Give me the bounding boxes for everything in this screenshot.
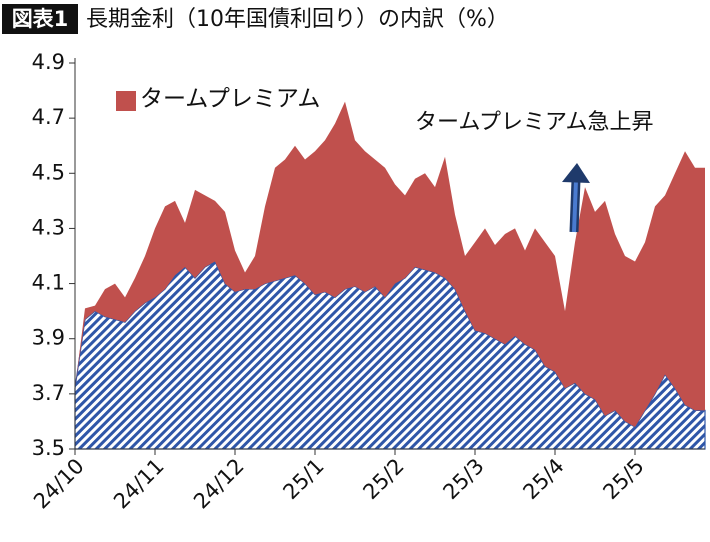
- area: [75, 101, 705, 427]
- y-tick-label: 4.5: [32, 160, 65, 184]
- legend-swatch: [116, 91, 136, 111]
- x-tick-label: 24/11: [109, 454, 169, 514]
- x-tick-label: 25/4: [518, 454, 568, 504]
- y-tick-label: 3.9: [32, 326, 65, 350]
- legend-label: タームプレミアム: [140, 86, 321, 112]
- y-tick-label: 4.3: [32, 215, 65, 239]
- x-tick-label: 25/5: [598, 454, 648, 504]
- annotation: タームプレミアム急上昇: [415, 110, 654, 135]
- x-tick-label: 24/12: [189, 454, 249, 514]
- x-tick-label: 25/1: [278, 454, 328, 504]
- badge: 図表1: [12, 7, 69, 31]
- y-tick-label: 4.1: [32, 271, 65, 295]
- arrow: [562, 163, 590, 233]
- badge-box: [2, 4, 78, 34]
- chart-title: 長期金利（10年国債利回り）の内訳（%）: [86, 7, 509, 32]
- y-tick-label: 3.5: [32, 436, 65, 460]
- y-tick-label: 4.9: [32, 50, 65, 74]
- y-tick-label: 4.7: [32, 105, 65, 129]
- x-tick-label: 24/10: [29, 454, 89, 514]
- x-tick-label: 25/3: [438, 454, 488, 504]
- y-tick-label: 3.7: [32, 381, 65, 405]
- x-tick-label: 25/2: [358, 454, 408, 504]
